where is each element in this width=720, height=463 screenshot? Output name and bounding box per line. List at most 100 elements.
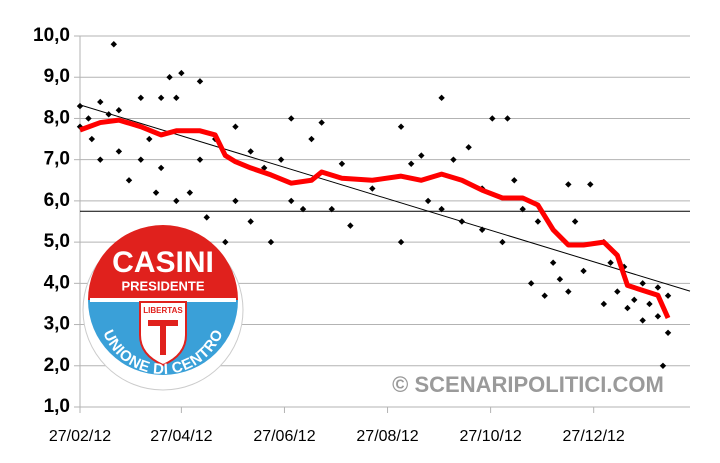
logo-shield-text: LIBERTAS [143, 306, 183, 315]
data-point [534, 218, 542, 225]
data-point [450, 156, 457, 163]
data-point [519, 205, 526, 213]
data-point [541, 292, 548, 299]
data-point [478, 226, 486, 233]
data-point [580, 267, 587, 275]
y-tick-label: 6,0 [44, 190, 70, 211]
y-tick-label: 1,0 [44, 396, 70, 417]
data-point [232, 123, 239, 130]
data-point [646, 300, 653, 308]
y-tick-label: 3,0 [44, 314, 70, 335]
data-point [438, 94, 445, 102]
data-point [85, 115, 92, 122]
data-point [137, 156, 145, 163]
data-point [105, 111, 112, 118]
watermark: © SCENARIPOLITICI.COM [392, 372, 664, 397]
data-point [267, 238, 275, 246]
data-point [397, 123, 405, 130]
data-point [465, 144, 472, 151]
y-tick-label: 10,0 [33, 25, 70, 46]
y-tick-label: 4,0 [44, 272, 70, 293]
data-point [565, 288, 572, 295]
logo-subtitle: PRESIDENTE [121, 278, 204, 293]
data-point [556, 276, 564, 283]
data-point [115, 107, 123, 114]
x-tick-label: 27/06/12 [253, 428, 315, 445]
data-point [424, 197, 432, 205]
x-tick-label: 27/12/12 [563, 428, 625, 445]
logo-cross [148, 320, 178, 355]
y-tick-label: 7,0 [44, 149, 70, 170]
data-point [639, 280, 646, 287]
y-tick-label: 8,0 [44, 107, 70, 128]
data-point [659, 362, 667, 369]
data-point [607, 259, 614, 266]
data-point [247, 218, 254, 225]
data-point [247, 148, 254, 155]
data-point [527, 280, 535, 287]
data-point [318, 119, 325, 126]
logo-title: CASINI [112, 246, 214, 279]
data-point [587, 181, 594, 188]
data-point [347, 222, 354, 229]
data-point [338, 160, 346, 167]
x-tick-label: 27/04/12 [150, 428, 212, 445]
data-point [499, 238, 506, 246]
data-point [178, 69, 185, 77]
data-point [288, 197, 295, 205]
data-point [664, 329, 672, 336]
logo-red [88, 225, 238, 300]
data-point [458, 218, 466, 225]
data-point [614, 288, 621, 295]
data-point [624, 304, 631, 312]
y-tick-label: 9,0 [44, 66, 70, 87]
data-point [418, 152, 425, 159]
data-point [654, 284, 662, 291]
data-point [369, 185, 376, 192]
data-point [146, 135, 153, 143]
data-point [504, 115, 511, 122]
data-point [639, 317, 646, 324]
data-point [203, 214, 210, 221]
data-point [288, 115, 295, 122]
data-point [97, 156, 104, 163]
x-tick-label: 27/02/12 [49, 428, 111, 445]
data-point [549, 259, 557, 266]
data-point [196, 78, 204, 85]
data-point [328, 205, 335, 213]
logo: CASINI PRESIDENTE LIBERTAS UNIONE DI CEN… [82, 225, 244, 391]
trend-line [79, 104, 691, 292]
data-point [157, 94, 165, 102]
x-tick-label: 27/08/12 [356, 428, 418, 445]
data-point [196, 156, 204, 163]
data-point [173, 94, 180, 102]
data-point [166, 74, 173, 81]
data-point [157, 164, 165, 172]
data-point [654, 313, 662, 320]
data-point [511, 177, 518, 184]
y-tick-label: 5,0 [44, 231, 70, 252]
data-point [571, 218, 579, 225]
x-tick-label: 27/10/12 [459, 428, 521, 445]
data-point [125, 177, 133, 184]
data-point [97, 98, 104, 106]
y-tick-label: 2,0 [44, 355, 70, 376]
data-point [76, 102, 84, 110]
data-point [438, 205, 445, 213]
data-point [277, 156, 285, 163]
data-point [600, 300, 608, 308]
data-point [664, 292, 672, 299]
data-point [88, 135, 96, 143]
data-point [152, 189, 160, 196]
data-point [110, 41, 117, 48]
data-point [407, 160, 415, 167]
data-point [232, 197, 239, 205]
data-point [137, 94, 145, 102]
data-point [565, 181, 572, 188]
data-point [115, 148, 123, 155]
data-point [631, 296, 638, 304]
data-point [308, 135, 315, 143]
data-point [222, 238, 229, 246]
